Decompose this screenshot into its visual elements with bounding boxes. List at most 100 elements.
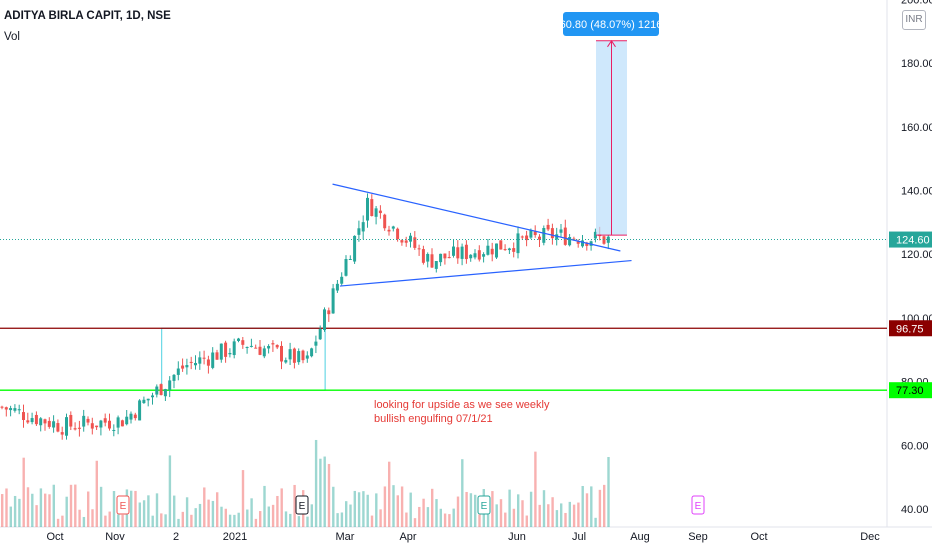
volume-bar bbox=[508, 490, 510, 527]
candle-body bbox=[177, 369, 180, 375]
volume-bar bbox=[169, 455, 171, 527]
candle-body bbox=[603, 236, 606, 244]
candle-body bbox=[108, 421, 111, 429]
volume-bar bbox=[61, 516, 63, 527]
volume-bar bbox=[272, 505, 274, 527]
volume-bar bbox=[27, 487, 29, 527]
candle-body bbox=[13, 408, 16, 411]
candle-body bbox=[155, 387, 158, 395]
volume-bar bbox=[569, 502, 571, 527]
y-tick-label: 160.00 bbox=[901, 122, 932, 134]
candle-body bbox=[383, 215, 386, 229]
candle-body bbox=[65, 417, 68, 436]
volume-bar bbox=[289, 514, 291, 527]
volume-bar bbox=[573, 505, 575, 527]
candle-body bbox=[112, 430, 115, 431]
volume-bar bbox=[431, 489, 433, 527]
candle-body bbox=[297, 351, 300, 362]
volume-bar bbox=[173, 496, 175, 527]
volume-bar bbox=[306, 517, 308, 527]
volume-bar bbox=[225, 509, 227, 527]
candle-body bbox=[246, 347, 249, 348]
volume-bar bbox=[435, 499, 437, 527]
volume-bar bbox=[139, 503, 141, 527]
symbol-title: ADITYA BIRLA CAPIT, 1D, NSE bbox=[4, 10, 171, 22]
volume-bar bbox=[195, 508, 197, 527]
annotation-text: looking for upside as we see weekly bbox=[374, 399, 550, 411]
candle-body bbox=[48, 421, 51, 427]
candle-body bbox=[560, 229, 563, 232]
candle-body bbox=[87, 419, 90, 423]
candle-body bbox=[168, 380, 171, 389]
volume-bar bbox=[560, 503, 562, 527]
volume-bar bbox=[121, 515, 123, 527]
candle-body bbox=[551, 228, 554, 238]
volume-bar bbox=[100, 487, 102, 527]
volume-bar bbox=[410, 493, 412, 527]
volume-bar bbox=[190, 515, 192, 527]
x-tick-label: Oct bbox=[750, 531, 767, 543]
volume-bar bbox=[18, 499, 20, 527]
volume-bar bbox=[521, 500, 523, 527]
candle-body bbox=[267, 346, 270, 348]
volume-bar bbox=[113, 491, 115, 527]
candle-body bbox=[9, 408, 12, 410]
volume-bar bbox=[427, 507, 429, 527]
x-tick-label: Oct bbox=[46, 531, 63, 543]
volume-bar bbox=[311, 504, 313, 527]
candle-body bbox=[443, 254, 446, 259]
candle-body bbox=[547, 225, 550, 230]
candle-body bbox=[431, 254, 434, 267]
candle-body bbox=[211, 353, 214, 368]
volume-bar bbox=[577, 503, 579, 527]
candle-body bbox=[499, 240, 502, 249]
volume-bar bbox=[319, 459, 321, 527]
candle-body bbox=[207, 359, 210, 365]
candle-body bbox=[495, 244, 498, 258]
volume-bar bbox=[547, 504, 549, 527]
candle-body bbox=[280, 346, 283, 362]
candle-body bbox=[185, 365, 188, 367]
candle-body bbox=[138, 400, 141, 420]
candle-body bbox=[581, 240, 584, 246]
volume-bar bbox=[57, 519, 59, 527]
volume-bar bbox=[250, 498, 252, 527]
candle-body bbox=[418, 248, 421, 249]
candle-body bbox=[564, 228, 567, 245]
candle-body bbox=[478, 250, 481, 259]
candle-body bbox=[568, 237, 571, 245]
volume-bar bbox=[465, 492, 467, 527]
volume-bar bbox=[345, 501, 347, 527]
earnings-marker-label: E bbox=[299, 501, 306, 512]
x-tick-label: Dec bbox=[860, 531, 880, 543]
volume-bar bbox=[117, 514, 119, 527]
volume-bar bbox=[315, 440, 317, 527]
volume-bar bbox=[517, 494, 519, 527]
y-tick-label: 40.00 bbox=[901, 504, 929, 516]
candle-body bbox=[534, 232, 537, 235]
candle-body bbox=[18, 409, 21, 410]
candle-body bbox=[310, 348, 313, 356]
volume-bar bbox=[216, 492, 218, 527]
volume-bar bbox=[543, 490, 545, 527]
candle-body bbox=[44, 419, 47, 423]
candle-body bbox=[302, 351, 305, 361]
volume-bar bbox=[156, 493, 158, 527]
candle-body bbox=[121, 420, 124, 426]
candle-body bbox=[409, 236, 412, 242]
volume-bar bbox=[220, 507, 222, 527]
candle-body bbox=[517, 233, 520, 253]
volume-bar bbox=[328, 464, 330, 527]
x-tick-label: 2 bbox=[173, 531, 179, 543]
y-tick-label: 140.00 bbox=[901, 186, 932, 198]
last-price-label: 124.60 bbox=[896, 235, 930, 247]
volume-bar bbox=[203, 487, 205, 527]
candle-body bbox=[452, 247, 455, 256]
volume-bar bbox=[91, 509, 93, 527]
volume-bar bbox=[238, 513, 240, 527]
candle-body bbox=[448, 257, 451, 258]
currency-button[interactable]: INR bbox=[902, 10, 926, 30]
candle-body bbox=[469, 255, 472, 258]
